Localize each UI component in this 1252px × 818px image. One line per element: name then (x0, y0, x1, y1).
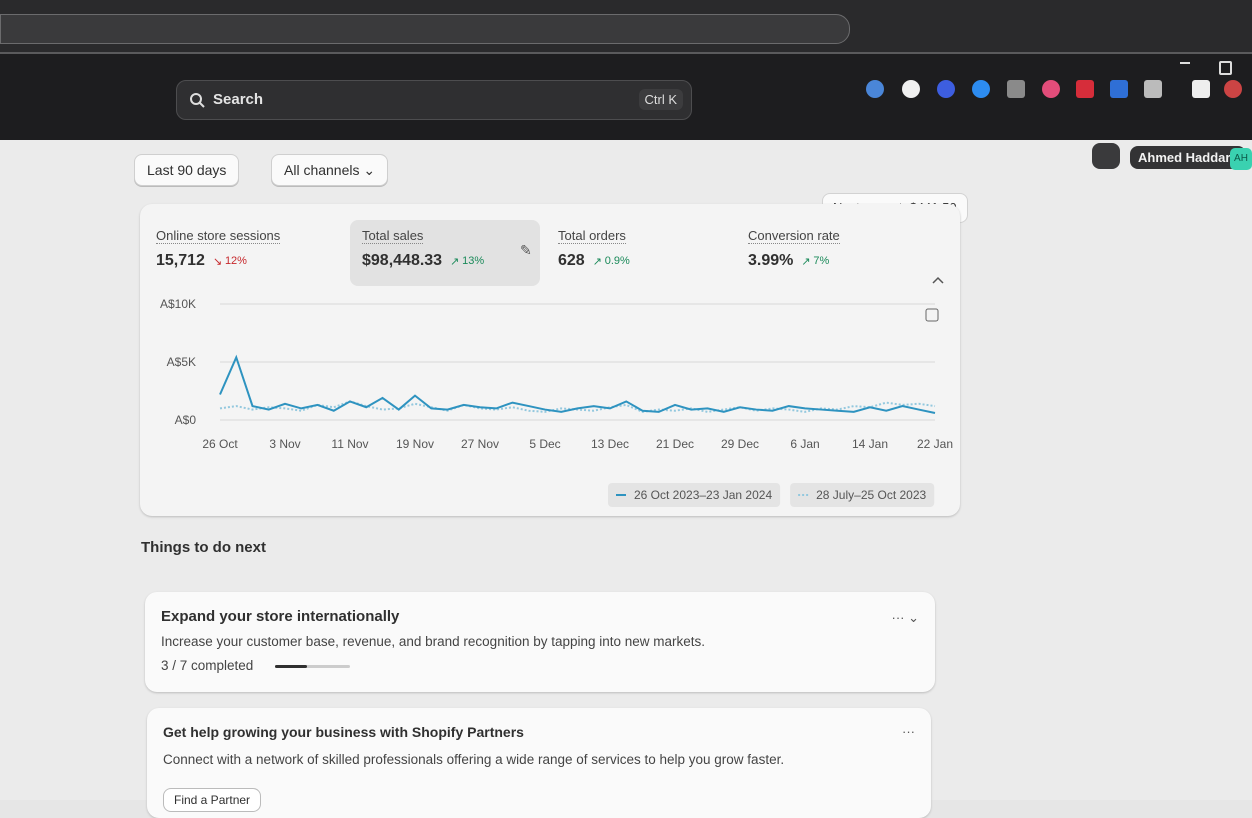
profile-icon[interactable] (1224, 80, 1242, 98)
trend-arrow: ↘ (212, 256, 223, 268)
extension-icon[interactable] (937, 80, 955, 98)
metric-change: 7% (813, 255, 830, 267)
extension-icon[interactable] (1042, 80, 1060, 98)
date-filter[interactable]: Last 90 days (134, 154, 240, 186)
task-title: Expand your store internationally (161, 608, 400, 625)
extension-icon[interactable] (972, 80, 990, 98)
y-tick-label: A$0 (175, 413, 197, 427)
metric-change: 12% (224, 255, 247, 267)
task-title: Get help growing your business with Shop… (163, 724, 524, 740)
minimize[interactable] (1180, 62, 1190, 64)
metric[interactable]: Conversion rate 3.99% ↗ 7% (736, 220, 926, 286)
metric-value: 15,712 (156, 252, 205, 269)
metric-change: 0.9% (604, 255, 630, 267)
x-tick-label: 11 Nov (331, 437, 368, 451)
task-description: Connect with a network of skilled profes… (163, 752, 785, 767)
series-line (219, 400, 936, 413)
task-menu[interactable]: ··· (902, 724, 915, 739)
progress-track (275, 665, 350, 668)
x-tick-label: 5 Dec (529, 437, 560, 451)
metric-change: 13% (462, 255, 485, 267)
y-tick-label: A$10K (160, 297, 196, 311)
sales-chart: A$0 A$5K A$10K 26 Oct 3 Nov 11 Nov 19 Nov 27 No… (160, 276, 953, 507)
series-line (219, 354, 936, 415)
metric[interactable]: Total orders 628 ↗ 0.9% (546, 220, 736, 286)
metric[interactable]: Online store sessions 15,712 ↘ 12% (144, 220, 334, 286)
chart-options (925, 308, 939, 322)
task-button[interactable]: Find a Partner (163, 788, 262, 812)
metric-label: Conversion rate (748, 228, 840, 244)
address-bar[interactable] (0, 14, 850, 44)
y-tick-label: A$5K (167, 355, 196, 369)
x-tick-label: 21 Dec (656, 437, 694, 451)
trend-arrow: ↗ (450, 256, 460, 268)
extension-icon[interactable] (1007, 80, 1025, 98)
extension-icon[interactable] (1192, 80, 1210, 98)
metrics-card: Online store sessions 15,712 ↘ 12% Total sal… (140, 204, 960, 516)
metric-label: Total sales (362, 228, 424, 244)
shortcut: Ctrl K (638, 89, 683, 110)
notifications[interactable] (1092, 143, 1120, 169)
x-tick-label: 19 Nov (396, 437, 434, 451)
x-tick-label: 3 Nov (269, 437, 300, 451)
x-tick-label: 6 Jan (790, 437, 819, 451)
user-name[interactable]: Ahmed Haddara (1130, 146, 1246, 169)
task-description: Increase your customer base, revenue, an… (161, 634, 706, 649)
avatar[interactable]: AH (1230, 148, 1252, 170)
metric-value: 628 (558, 252, 585, 269)
metric-label: Online store sessions (156, 228, 281, 244)
section-title: Things to do next (141, 539, 266, 556)
task-card[interactable]: Expand your store internationally Increa… (145, 592, 935, 692)
x-tick-label: 26 Oct (202, 437, 238, 451)
trend-arrow: ↗ (592, 256, 602, 268)
legend-item (790, 483, 935, 507)
extension-icon[interactable] (1144, 80, 1162, 98)
metric[interactable]: Total sales $98,448.33 ↗ 13% (350, 220, 540, 286)
search-placeholder: Search (213, 91, 264, 108)
metric-value: $98,448.33 (362, 252, 443, 269)
extension-icon[interactable] (902, 80, 920, 98)
task-card[interactable]: Get help growing your business with Shop… (147, 708, 931, 818)
progress-fill (275, 665, 307, 668)
channel-filter-label: All channels (284, 162, 360, 178)
extension-icon[interactable] (1076, 80, 1094, 98)
maximize[interactable] (1219, 61, 1232, 75)
x-tick-label: 14 Jan (852, 437, 888, 451)
x-tick-label: 27 Nov (461, 437, 499, 451)
date-filter-label: Last 90 days (147, 162, 227, 178)
metric-value: 3.99% (748, 252, 794, 269)
legend-label: 26 Oct 2023–23 Jan 2024 (634, 488, 772, 502)
search-box[interactable]: Search Ctrl K (176, 80, 692, 120)
x-tick-label: 22 Jan (917, 437, 953, 451)
metric-label: Total orders (558, 228, 626, 244)
task-progress: 3 / 7 completed (161, 658, 254, 673)
trend-arrow: ↗ (801, 256, 811, 268)
x-tick-label: 29 Dec (721, 437, 759, 451)
extension-icon[interactable] (866, 80, 884, 98)
collapse-chevron (932, 276, 944, 284)
search-icon (190, 93, 205, 108)
channel-filter[interactable]: All channels ⌄ (271, 154, 389, 186)
legend-label: 28 July–25 Oct 2023 (816, 488, 926, 502)
browser-chrome: Search Ctrl K (0, 0, 1252, 140)
legend-item (608, 483, 781, 507)
x-tick-label: 13 Dec (591, 437, 629, 451)
task-menu[interactable]: ··· ⌄ (891, 610, 920, 625)
extension-icon[interactable] (1110, 80, 1128, 98)
edit-icon[interactable]: ✎ (520, 242, 532, 258)
